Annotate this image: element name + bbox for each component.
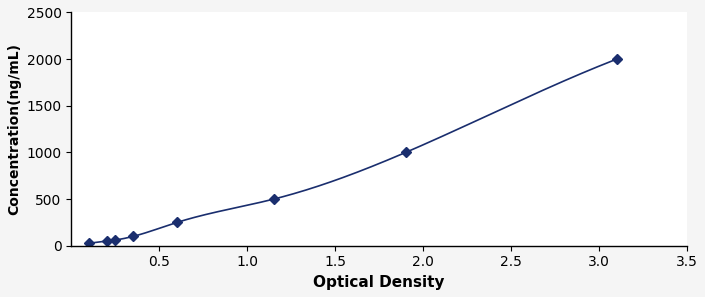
X-axis label: Optical Density: Optical Density <box>314 275 445 290</box>
Y-axis label: Concentration(ng/mL): Concentration(ng/mL) <box>7 43 21 215</box>
